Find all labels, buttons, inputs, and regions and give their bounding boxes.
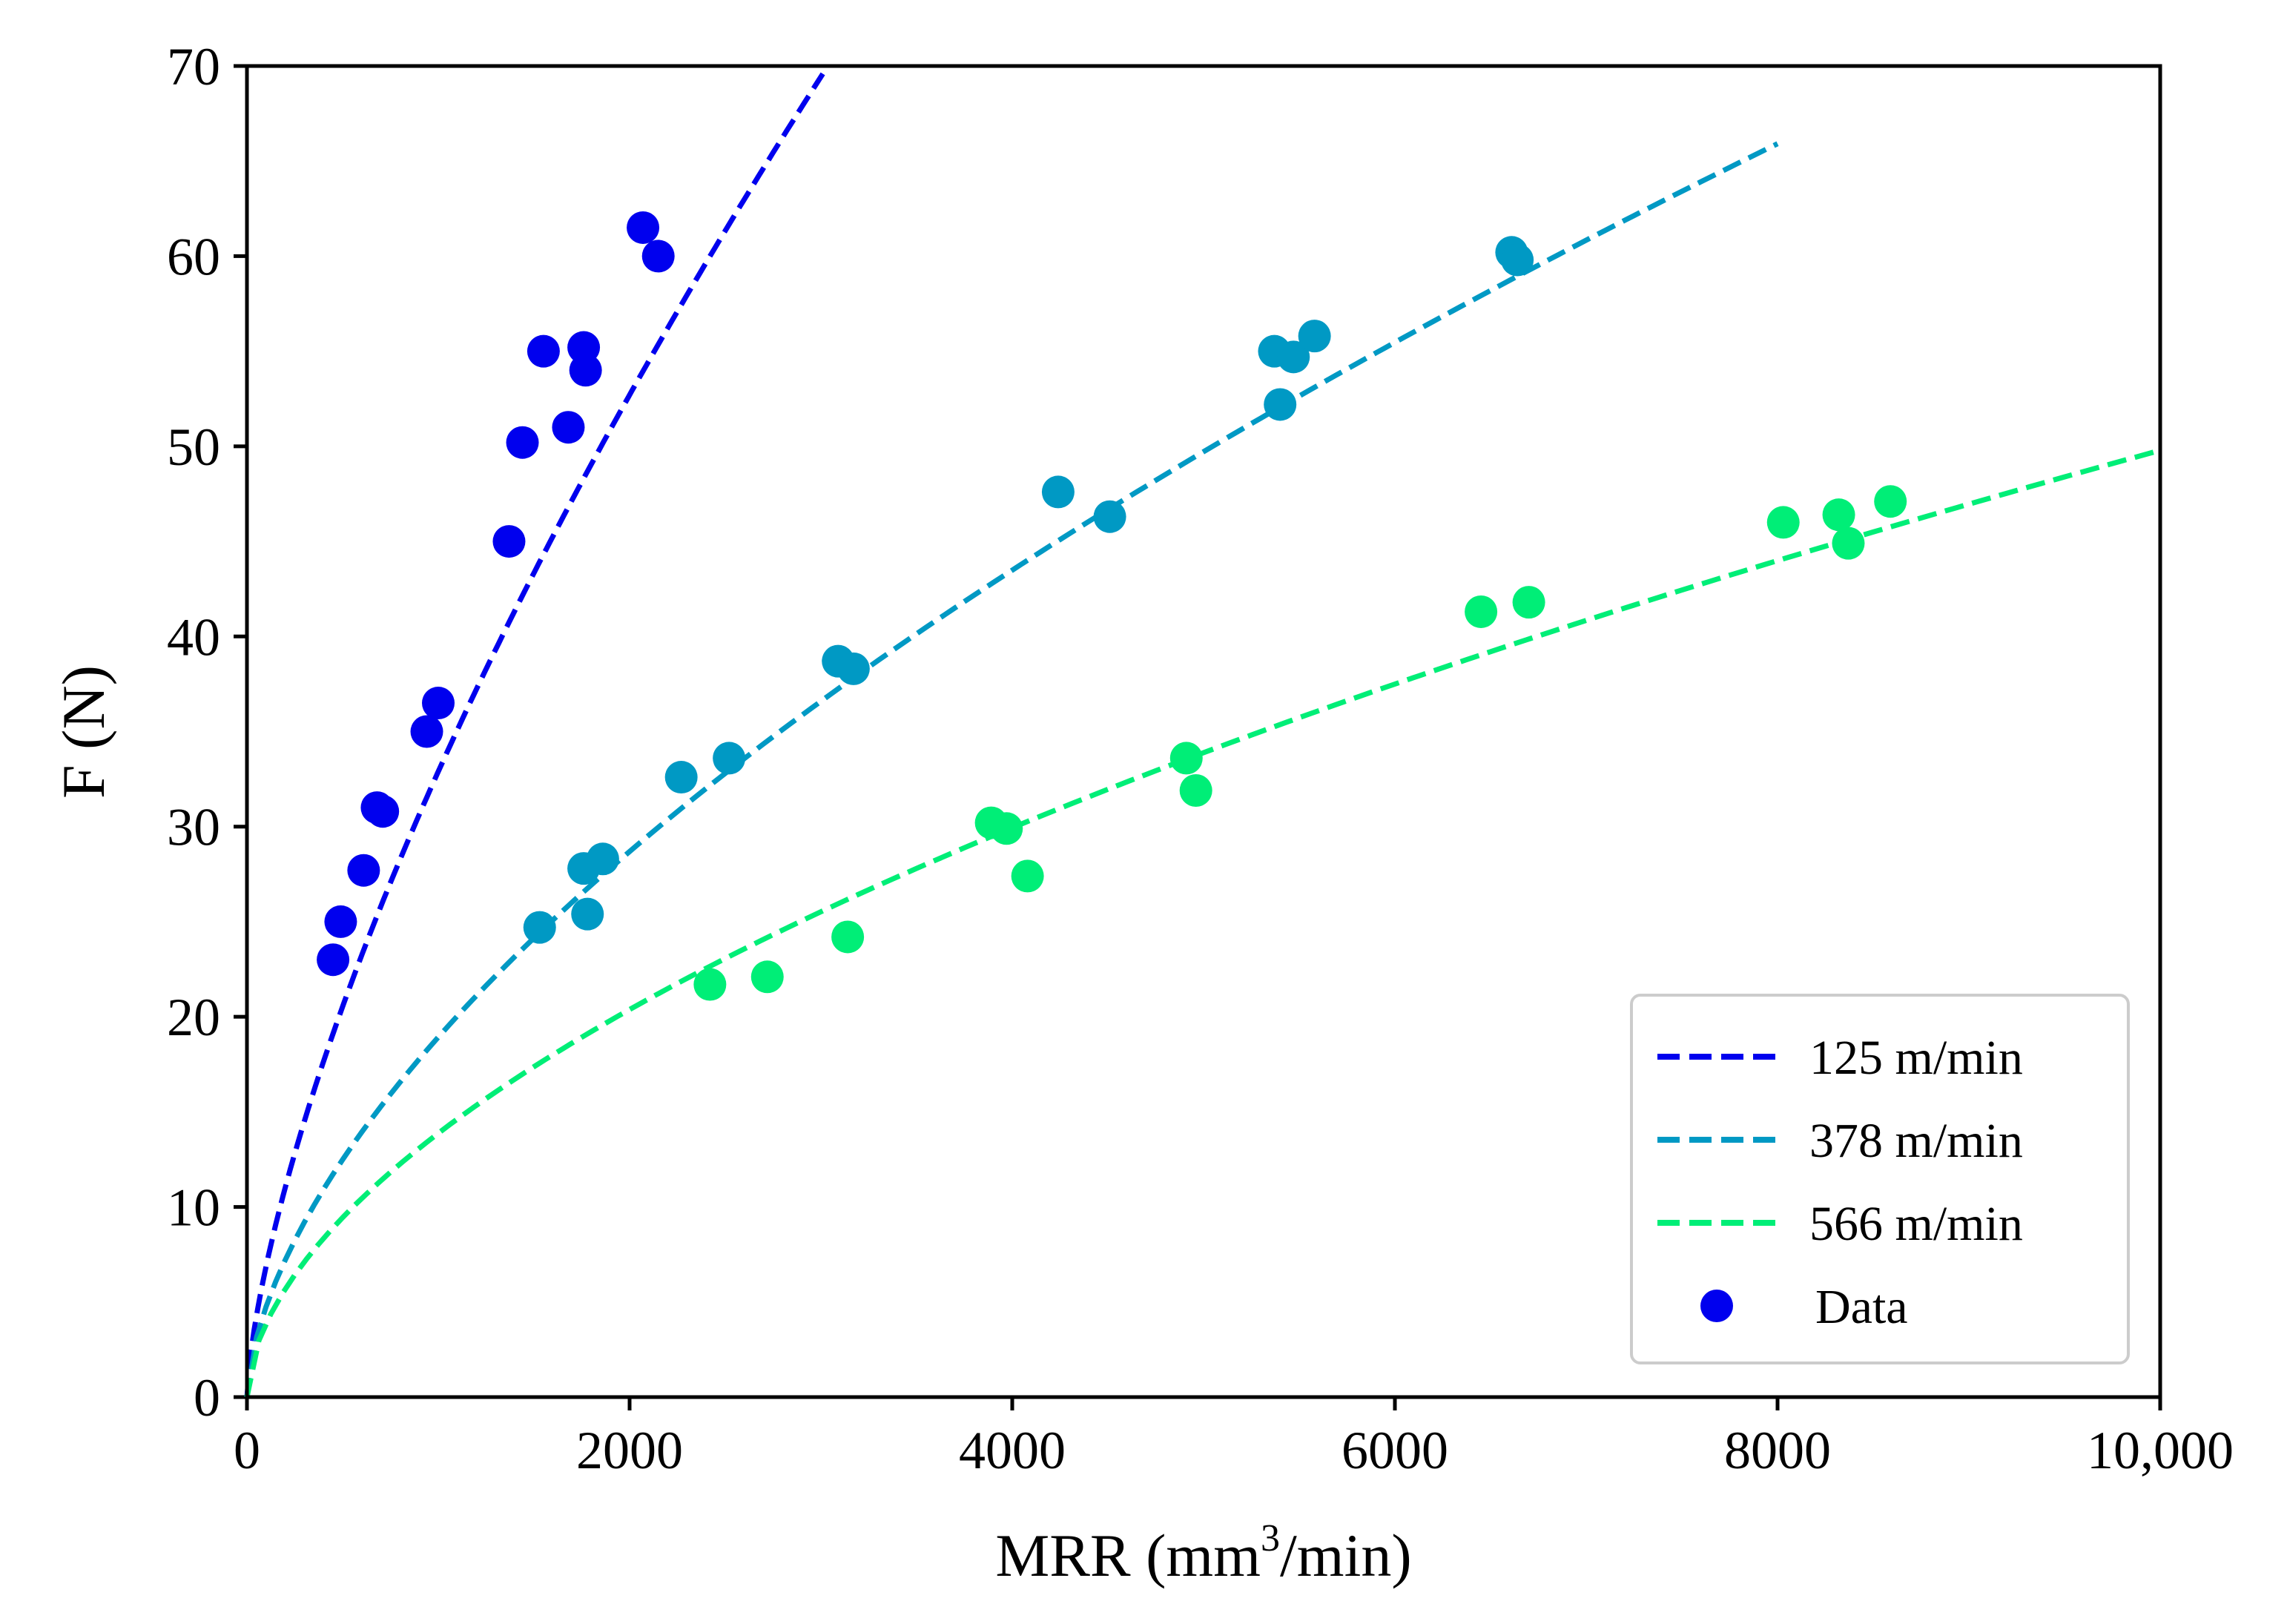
- data-point-series-1: [1501, 243, 1534, 277]
- data-point-series-0: [492, 525, 526, 558]
- data-point-series-1: [1041, 475, 1075, 509]
- data-point-series-0: [324, 905, 357, 938]
- data-point-series-2: [1179, 773, 1212, 807]
- data-point-series-2: [831, 920, 865, 954]
- data-point-series-2: [1011, 859, 1044, 893]
- data-point-series-1: [523, 911, 556, 944]
- legend-label-125: 125 m/min: [1809, 1031, 2023, 1085]
- data-point-series-1: [1264, 388, 1297, 421]
- legend-data-marker: [1700, 1290, 1733, 1322]
- data-point-series-2: [1512, 586, 1545, 619]
- data-point-series-2: [1822, 498, 1855, 532]
- data-point-series-0: [641, 240, 675, 273]
- x-tick-label: 4000: [959, 1421, 1066, 1480]
- data-points: [317, 211, 1907, 1001]
- legend-label-378: 378 m/min: [1809, 1114, 2023, 1168]
- y-tick-label: 20: [167, 988, 220, 1047]
- x-tick-label: 0: [234, 1421, 260, 1480]
- data-point-series-0: [347, 854, 380, 887]
- data-point-series-0: [527, 334, 560, 368]
- y-tick-label: 10: [167, 1178, 220, 1238]
- x-tick-label: 8000: [1724, 1421, 1831, 1480]
- x-axis-title: MRR (mm3/min): [995, 1517, 1411, 1589]
- y-axis-ticks: 0 10 20 30 40 50 60 70: [167, 37, 247, 1427]
- data-point-series-2: [750, 960, 784, 994]
- x-tick-label: 6000: [1341, 1421, 1448, 1480]
- data-point-series-2: [1874, 485, 1907, 518]
- data-point-series-0: [366, 795, 400, 828]
- data-point-series-2: [1169, 742, 1203, 775]
- data-point-series-1: [571, 897, 604, 931]
- data-point-series-1: [713, 742, 746, 775]
- legend-label-566: 566 m/min: [1809, 1197, 2023, 1251]
- data-point-series-0: [422, 687, 455, 720]
- data-point-series-2: [693, 968, 727, 1001]
- fit-curve-1: [244, 141, 1779, 1398]
- legend-label-data: Data: [1815, 1280, 1908, 1334]
- data-point-series-2: [990, 812, 1023, 845]
- x-tick-label: 2000: [576, 1421, 683, 1480]
- y-tick-label: 70: [167, 37, 220, 96]
- y-tick-label: 40: [167, 607, 220, 667]
- legend-box: [1630, 994, 2130, 1364]
- plot-area-frame: [245, 64, 2162, 1399]
- data-point-series-1: [1093, 500, 1126, 533]
- y-tick-label: 30: [167, 798, 220, 857]
- y-tick-label: 0: [194, 1368, 220, 1427]
- y-axis-title: F (N): [50, 665, 117, 799]
- x-tick-label: 10,000: [2087, 1421, 2234, 1480]
- data-point-series-1: [836, 652, 870, 685]
- data-point-series-0: [569, 354, 602, 387]
- data-point-series-1: [1298, 320, 1331, 353]
- y-tick-label: 60: [167, 227, 220, 286]
- data-point-series-1: [1277, 340, 1310, 374]
- data-point-series-0: [552, 411, 585, 444]
- data-point-series-0: [506, 426, 539, 459]
- x-axis-ticks: 0 2000 4000 6000 8000 10,000: [234, 1397, 2234, 1480]
- legend: 125 m/min 378 m/min 566 m/min Data: [1630, 994, 2130, 1364]
- data-point-series-2: [1766, 506, 1800, 539]
- data-point-series-0: [627, 211, 660, 244]
- data-point-series-0: [410, 715, 443, 748]
- data-point-series-0: [317, 943, 350, 977]
- y-tick-label: 50: [167, 417, 220, 477]
- data-point-series-1: [664, 761, 698, 794]
- data-point-series-1: [586, 842, 619, 876]
- fit-curve-0: [244, 72, 825, 1398]
- data-point-series-2: [1465, 595, 1498, 628]
- data-point-series-2: [1832, 527, 1865, 560]
